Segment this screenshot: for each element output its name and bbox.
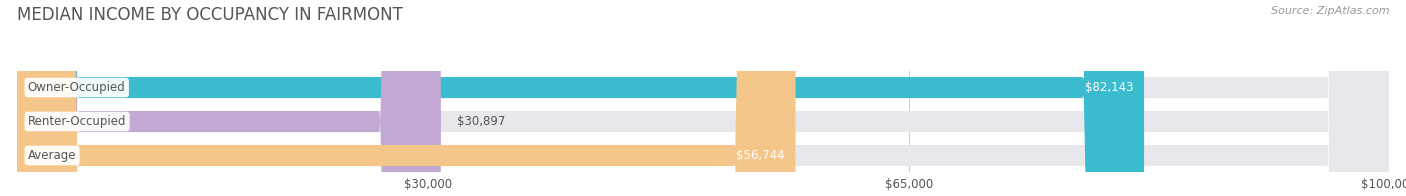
FancyBboxPatch shape [17,0,1389,196]
Text: Average: Average [28,149,76,162]
Text: Renter-Occupied: Renter-Occupied [28,115,127,128]
Text: $82,143: $82,143 [1084,81,1133,94]
Text: Owner-Occupied: Owner-Occupied [28,81,125,94]
Text: MEDIAN INCOME BY OCCUPANCY IN FAIRMONT: MEDIAN INCOME BY OCCUPANCY IN FAIRMONT [17,6,402,24]
FancyBboxPatch shape [17,0,441,196]
Text: Source: ZipAtlas.com: Source: ZipAtlas.com [1271,6,1389,16]
FancyBboxPatch shape [17,0,796,196]
FancyBboxPatch shape [17,0,1144,196]
FancyBboxPatch shape [17,0,1389,196]
Text: $30,897: $30,897 [457,115,506,128]
Text: $56,744: $56,744 [735,149,785,162]
FancyBboxPatch shape [17,0,1389,196]
